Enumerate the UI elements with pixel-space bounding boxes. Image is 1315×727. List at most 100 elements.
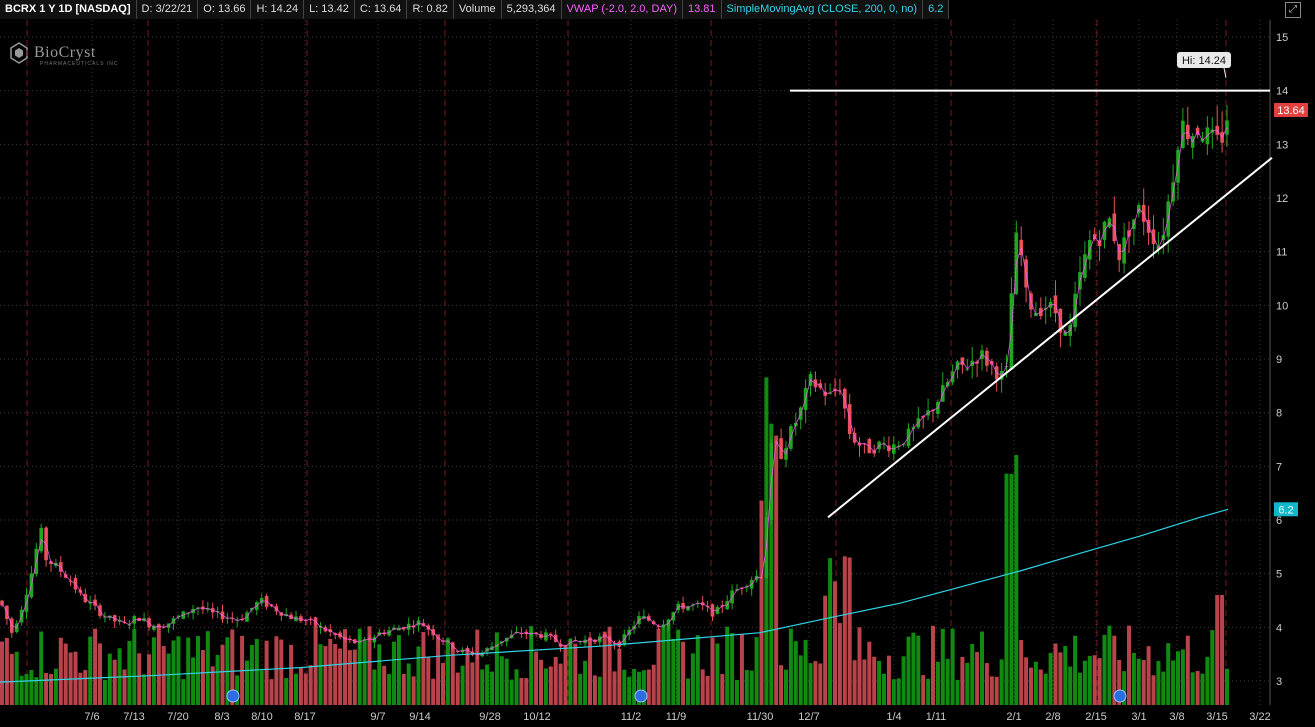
volume-bar <box>774 435 779 705</box>
sma-study-label[interactable]: SimpleMovingAvg (CLOSE, 200, 0, no) <box>721 0 924 19</box>
volume-bar <box>940 628 945 705</box>
volume-bar <box>980 631 984 705</box>
volume-bar <box>1092 655 1097 705</box>
y-tick-label: 14 <box>1276 86 1288 98</box>
trend-line <box>827 156 1273 519</box>
candle-body <box>563 646 568 648</box>
x-tick-label: 2/1 <box>1006 711 1021 723</box>
volume-bar <box>1146 646 1151 705</box>
volume-bar <box>9 653 14 705</box>
volume-bar <box>769 423 774 705</box>
x-tick-label: 1/11 <box>926 711 947 723</box>
volume-bar <box>573 643 578 705</box>
y-tick-label: 3 <box>1276 676 1282 688</box>
x-tick-label: 11/9 <box>666 711 687 723</box>
volume-bar <box>181 679 186 705</box>
volume-bar <box>950 628 955 705</box>
y-tick-label: 13 <box>1276 139 1288 151</box>
x-tick-label: 2/15 <box>1085 711 1106 723</box>
volume-bar <box>151 637 156 705</box>
volume-bar <box>960 656 965 705</box>
volume-bar <box>127 640 132 705</box>
volume-bar <box>1029 667 1033 705</box>
volume-bar <box>1102 634 1107 705</box>
company-logo: BioCryst <box>10 42 96 64</box>
volume-bar <box>142 674 147 705</box>
volume-bar <box>896 678 901 705</box>
y-tick-label: 6 <box>1276 515 1282 527</box>
y-tick-label: 7 <box>1276 461 1282 473</box>
volume-bar <box>553 656 558 705</box>
volume-bar <box>715 643 720 705</box>
volume-bar <box>78 672 83 705</box>
volume-bar <box>1053 643 1058 705</box>
volume-bar <box>686 678 690 705</box>
volume-study-label[interactable]: Volume <box>453 0 502 19</box>
low-label: L: 13.42 <box>304 0 355 19</box>
logo-subtext: PHARMACEUTICALS INC <box>40 61 119 67</box>
volume-bar <box>406 663 411 705</box>
volume-bar <box>1127 625 1131 705</box>
volume-bar <box>901 656 906 705</box>
volume-bar <box>999 659 1004 705</box>
vwap-study-label[interactable]: VWAP (-2.0, 2.0, DAY) <box>561 0 683 19</box>
range-label: R: 0.82 <box>407 0 454 19</box>
volume-bar <box>730 632 735 705</box>
volume-bar <box>254 639 259 705</box>
x-tick-label: 8/17 <box>294 711 315 723</box>
y-tick-label: 15 <box>1276 32 1288 44</box>
x-tick-label: 9/14 <box>409 711 430 723</box>
volume-bar <box>612 671 617 705</box>
expand-icon[interactable]: ⤢ <box>1285 2 1301 18</box>
volume-bar <box>1185 635 1190 705</box>
volume-bar <box>813 661 818 705</box>
volume-bar <box>911 632 916 705</box>
volume-bar <box>1171 660 1176 705</box>
volume-bar <box>328 638 333 705</box>
volume-bar <box>455 672 460 705</box>
sma-value: 6.2 <box>923 0 950 19</box>
volume-bar <box>935 661 940 705</box>
volume-bar <box>1038 669 1043 705</box>
x-tick-label: 11/30 <box>747 711 774 723</box>
x-tick-label: 12/7 <box>798 711 819 723</box>
volume-bar <box>965 662 970 705</box>
x-tick-label: 3/8 <box>1169 711 1184 723</box>
volume-bar <box>984 663 989 705</box>
x-tick-label: 9/28 <box>479 711 500 723</box>
volume-bar <box>627 676 632 705</box>
volume-bar <box>357 628 362 705</box>
volume-bar <box>749 670 754 705</box>
volume-bar <box>891 679 896 705</box>
volume-bar <box>695 635 700 705</box>
volume-bar <box>793 641 798 705</box>
volume-bar <box>313 625 318 705</box>
x-tick-label: 8/3 <box>214 711 229 723</box>
volume-bar <box>886 655 891 705</box>
volume-bar <box>906 636 911 705</box>
volume-bar <box>1073 635 1078 705</box>
y-tick-label: 9 <box>1276 354 1282 366</box>
volume-bar <box>1082 660 1087 705</box>
symbol-label[interactable]: BCRX 1 Y 1D [NASDAQ] <box>0 0 137 19</box>
vwap-value: 13.81 <box>683 0 722 19</box>
volume-bar <box>191 657 196 705</box>
volume-bar <box>1176 651 1180 705</box>
volume-bar <box>592 675 597 705</box>
volume-bar <box>803 639 808 705</box>
y-tick-label: 4 <box>1276 622 1282 634</box>
volume-bar <box>269 679 274 705</box>
high-label: H: 14.24 <box>251 0 305 19</box>
volume-bar <box>401 673 406 705</box>
volume-bar <box>543 668 548 705</box>
volume-bar <box>1200 673 1205 705</box>
volume-bar <box>602 631 607 705</box>
volume-bar <box>333 644 338 705</box>
volume-bar <box>1136 658 1141 705</box>
volume-bar <box>583 660 588 705</box>
volume-bar <box>249 644 254 705</box>
volume-bar <box>1107 625 1112 705</box>
volume-bar <box>646 669 651 705</box>
logo-hex-icon <box>10 42 28 64</box>
